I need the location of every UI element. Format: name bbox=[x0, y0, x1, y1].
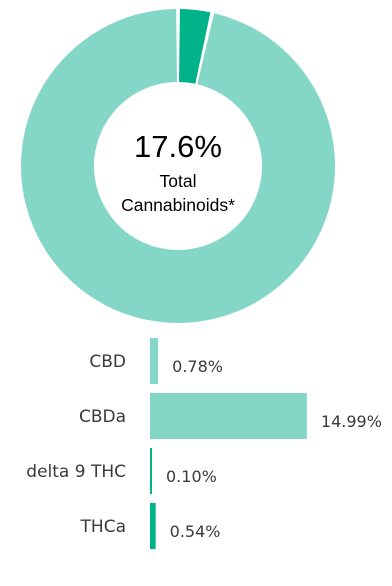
cannabinoid-breakdown-bar-chart: CBD 0.78% CBDa 14.99% delta 9 THC 0.10% THCa 0.… bbox=[26, 338, 382, 549]
donut-center-total-value: 17.6% bbox=[134, 129, 222, 164]
bar-value-label: 0.78% bbox=[172, 357, 223, 376]
donut-slice-1 bbox=[179, 9, 211, 84]
donut-center-caption-line1: Total bbox=[160, 171, 197, 191]
bar-value-label: 14.99% bbox=[321, 412, 382, 431]
bar-delta-9-thc bbox=[150, 448, 152, 494]
bar-category-label: CBD bbox=[89, 352, 126, 372]
bar-cbda bbox=[150, 393, 307, 439]
bar-category-label: CBDa bbox=[79, 407, 126, 427]
bar-value-label: 0.10% bbox=[166, 467, 217, 486]
bar-category-label: delta 9 THC bbox=[26, 462, 126, 482]
bar-thca bbox=[150, 503, 156, 549]
total-cannabinoids-donut-chart: 17.6% Total Cannabinoids* bbox=[21, 9, 336, 323]
bar-cbd bbox=[150, 338, 159, 384]
donut-center-caption-line2: Cannabinoids* bbox=[121, 195, 235, 215]
bar-value-label: 0.54% bbox=[170, 522, 221, 541]
bar-category-label: THCa bbox=[80, 517, 126, 537]
donut-slice-2 bbox=[21, 9, 336, 323]
donut-slices bbox=[21, 9, 336, 323]
